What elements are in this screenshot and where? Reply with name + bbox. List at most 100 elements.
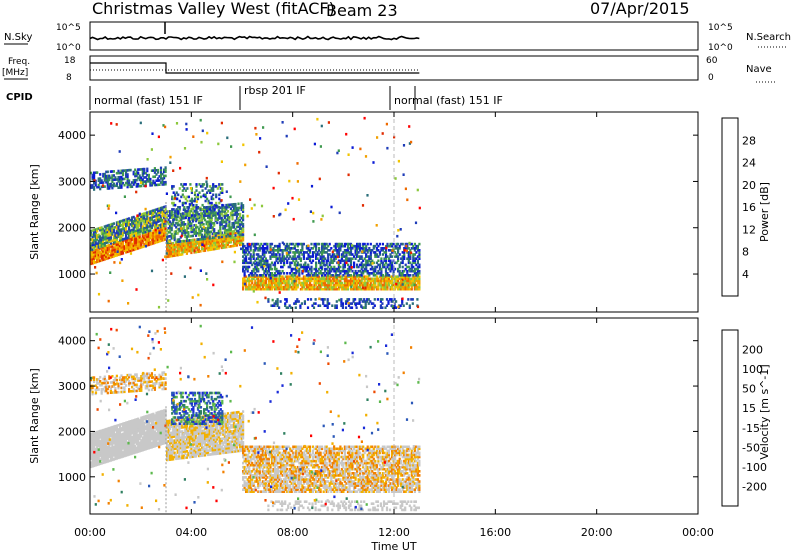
heatmap-cell — [363, 257, 366, 260]
heatmap-cell — [126, 183, 129, 187]
heatmap-cell — [257, 257, 260, 261]
heatmap-cell — [115, 221, 118, 224]
heatmap-cell — [190, 234, 193, 238]
heatmap-cell — [190, 207, 193, 211]
heatmap-cell — [413, 272, 416, 275]
heatmap-cell — [386, 277, 389, 281]
heatmap-cell — [134, 432, 137, 436]
heatmap-cell — [342, 265, 345, 269]
heatmap-cell — [198, 183, 201, 186]
heatmap-cell — [96, 258, 99, 261]
heatmap-cell — [147, 229, 150, 233]
heatmap-cell — [163, 222, 166, 226]
heatmap-cell — [372, 287, 375, 291]
heatmap-cell — [321, 261, 324, 265]
heatmap-cell — [163, 427, 166, 431]
heatmap-cell — [343, 277, 346, 281]
heatmap-cell — [366, 259, 369, 263]
heatmap-cell — [195, 208, 198, 211]
heatmap-cell — [115, 442, 118, 446]
heatmap-cell — [322, 298, 325, 301]
heatmap-cell — [243, 249, 246, 252]
heatmap-cell — [96, 451, 99, 454]
heatmap-cell — [234, 219, 237, 223]
heatmap-cell — [222, 237, 225, 241]
heatmap-cell — [135, 229, 138, 232]
heatmap-cell — [391, 305, 394, 308]
heatmap-cell — [155, 183, 158, 187]
heatmap-cell — [263, 261, 266, 265]
heatmap-cell — [415, 279, 418, 283]
heatmap-cell — [108, 459, 111, 463]
heatmap-cell — [163, 216, 166, 219]
heatmap-cell — [118, 228, 122, 232]
heatmap-cell — [131, 450, 134, 453]
heatmap-cell — [353, 281, 356, 285]
heatmap-cell — [150, 211, 153, 215]
heatmap-cell — [118, 234, 122, 238]
heatmap-cell — [103, 249, 106, 253]
heatmap-cell — [278, 257, 281, 260]
heatmap-cell — [138, 419, 141, 422]
heatmap-cell — [257, 263, 260, 267]
heatmap-cell — [298, 257, 301, 260]
heatmap-cell — [286, 281, 289, 285]
heatmap-cell — [204, 249, 207, 252]
heatmap-cell — [225, 243, 228, 247]
heatmap-cell — [301, 249, 304, 252]
heatmap-cell — [221, 189, 224, 192]
heatmap-cell — [293, 257, 296, 260]
heatmap-cell — [260, 247, 263, 250]
heatmap-cell — [126, 242, 129, 245]
heatmap-cell — [96, 256, 99, 259]
heatmap-cell — [380, 261, 383, 265]
heatmap-cell — [313, 287, 316, 291]
heatmap-cell — [242, 238, 245, 242]
heatmap-cell — [199, 215, 202, 218]
heatmap-cell — [163, 230, 166, 233]
heatmap-cell — [225, 208, 228, 211]
heatmap-cell — [298, 251, 301, 254]
heatmap-cell — [410, 277, 413, 281]
heatmap-cell — [390, 298, 393, 301]
heatmap-cell — [140, 443, 143, 446]
heatmap-cell — [110, 122, 113, 125]
heatmap-cell — [135, 241, 138, 244]
heatmap-cell — [155, 179, 158, 182]
heatmap-cell — [94, 459, 97, 463]
heatmap-cell — [178, 223, 181, 227]
heatmap-cell — [307, 269, 310, 273]
heatmap-cell — [90, 250, 93, 253]
heatmap-cell — [163, 205, 166, 209]
heatmap-cell — [128, 451, 131, 454]
heatmap-cell — [321, 251, 324, 254]
heatmap-cell — [365, 265, 368, 269]
heatmap-cell — [99, 239, 102, 242]
heatmap-cell — [257, 247, 260, 250]
heatmap-cell — [161, 424, 164, 427]
heatmap-cell — [123, 218, 126, 222]
heatmap-cell — [404, 263, 407, 267]
heatmap-cell — [187, 239, 190, 242]
heatmap-cell — [348, 283, 351, 287]
heatmap-cell — [188, 245, 191, 249]
heatmap-cell — [109, 428, 112, 432]
heatmap-cell — [120, 439, 123, 442]
heatmap-cell — [339, 277, 342, 281]
heatmap-cell — [231, 222, 234, 225]
heatmap-cell — [190, 226, 193, 230]
heatmap-cell — [327, 274, 330, 277]
heatmap-cell — [292, 285, 295, 289]
heatmap-cell — [120, 236, 123, 240]
heatmap-cell — [208, 232, 211, 236]
heatmap-cell — [375, 285, 378, 289]
heatmap-cell — [242, 281, 245, 285]
heatmap-cell — [115, 123, 118, 126]
heatmap-cell — [129, 438, 132, 441]
heatmap-cell — [351, 281, 354, 285]
heatmap-cell — [232, 238, 236, 241]
heatmap-cell — [327, 253, 330, 256]
heatmap-cell — [108, 178, 111, 182]
heatmap-cell — [383, 283, 386, 287]
heatmap-cell — [310, 283, 313, 287]
